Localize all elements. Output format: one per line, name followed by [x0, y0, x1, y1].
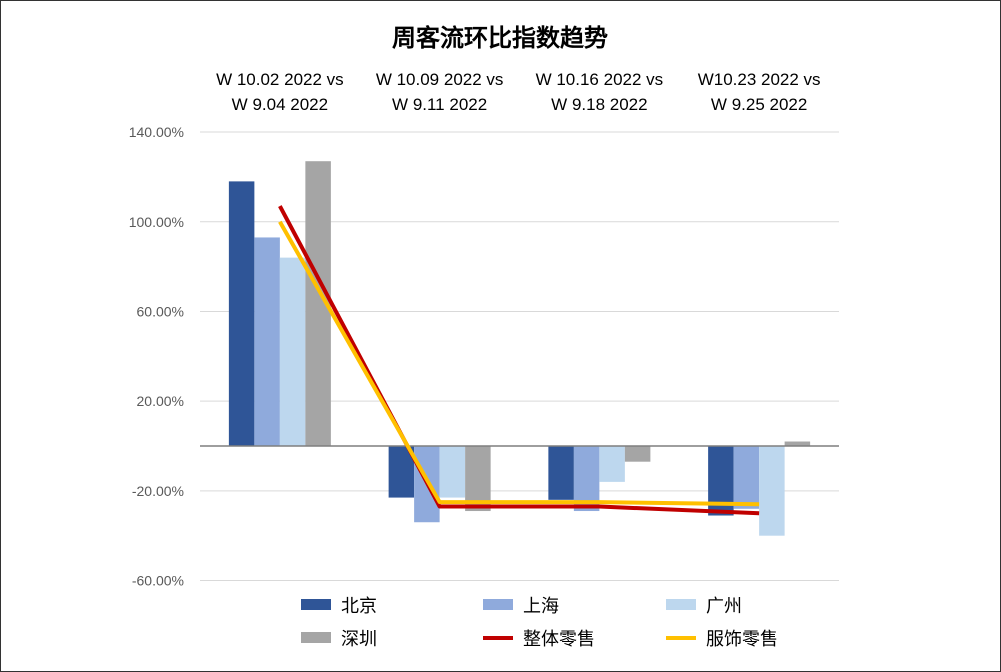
- legend-marker: [483, 599, 513, 610]
- category-label: W 9.18 2022: [551, 95, 647, 114]
- bar-广州: [279, 257, 306, 446]
- y-tick-label: -60.00%: [132, 573, 184, 589]
- category-label: W 9.11 2022: [392, 95, 487, 114]
- y-tick-label: 60.00%: [137, 303, 184, 319]
- legend-marker: [301, 599, 331, 610]
- category-label: W 9.04 2022: [232, 95, 328, 114]
- bar-北京: [228, 181, 255, 446]
- bar-上海: [254, 237, 280, 446]
- y-tick-label: 20.00%: [137, 393, 184, 409]
- bar-北京: [548, 446, 574, 500]
- bar-深圳: [624, 446, 651, 462]
- category-label: W 10.16 2022 vs: [536, 70, 664, 89]
- y-tick-label: -20.00%: [132, 483, 184, 499]
- legend-label: 上海: [523, 596, 559, 617]
- category-label: W 10.02 2022 vs: [216, 70, 344, 89]
- legend-label: 北京: [341, 596, 377, 617]
- bar-上海: [733, 446, 760, 509]
- legend-label: 整体零售: [523, 629, 595, 650]
- category-label: W 10.09 2022 vs: [376, 70, 504, 89]
- line-服饰零售: [278, 220, 760, 507]
- bar-广州: [439, 446, 466, 498]
- bar-广州: [759, 446, 785, 536]
- chart-title: 周客流环比指数趋势: [392, 24, 608, 52]
- y-tick-label: 100.00%: [129, 214, 184, 230]
- legend-marker: [301, 632, 331, 643]
- legend-label: 广州: [706, 596, 742, 617]
- legend-label: 深圳: [341, 629, 377, 650]
- line-整体零售: [278, 205, 760, 516]
- category-label: W 9.25 2022: [711, 95, 807, 114]
- y-tick-label: 140.00%: [129, 124, 184, 140]
- category-label: W10.23 2022 vs: [698, 70, 821, 89]
- bar-深圳: [784, 441, 811, 446]
- legend-marker: [666, 599, 696, 610]
- bar-广州: [599, 446, 625, 482]
- legend-label: 服饰零售: [706, 629, 778, 650]
